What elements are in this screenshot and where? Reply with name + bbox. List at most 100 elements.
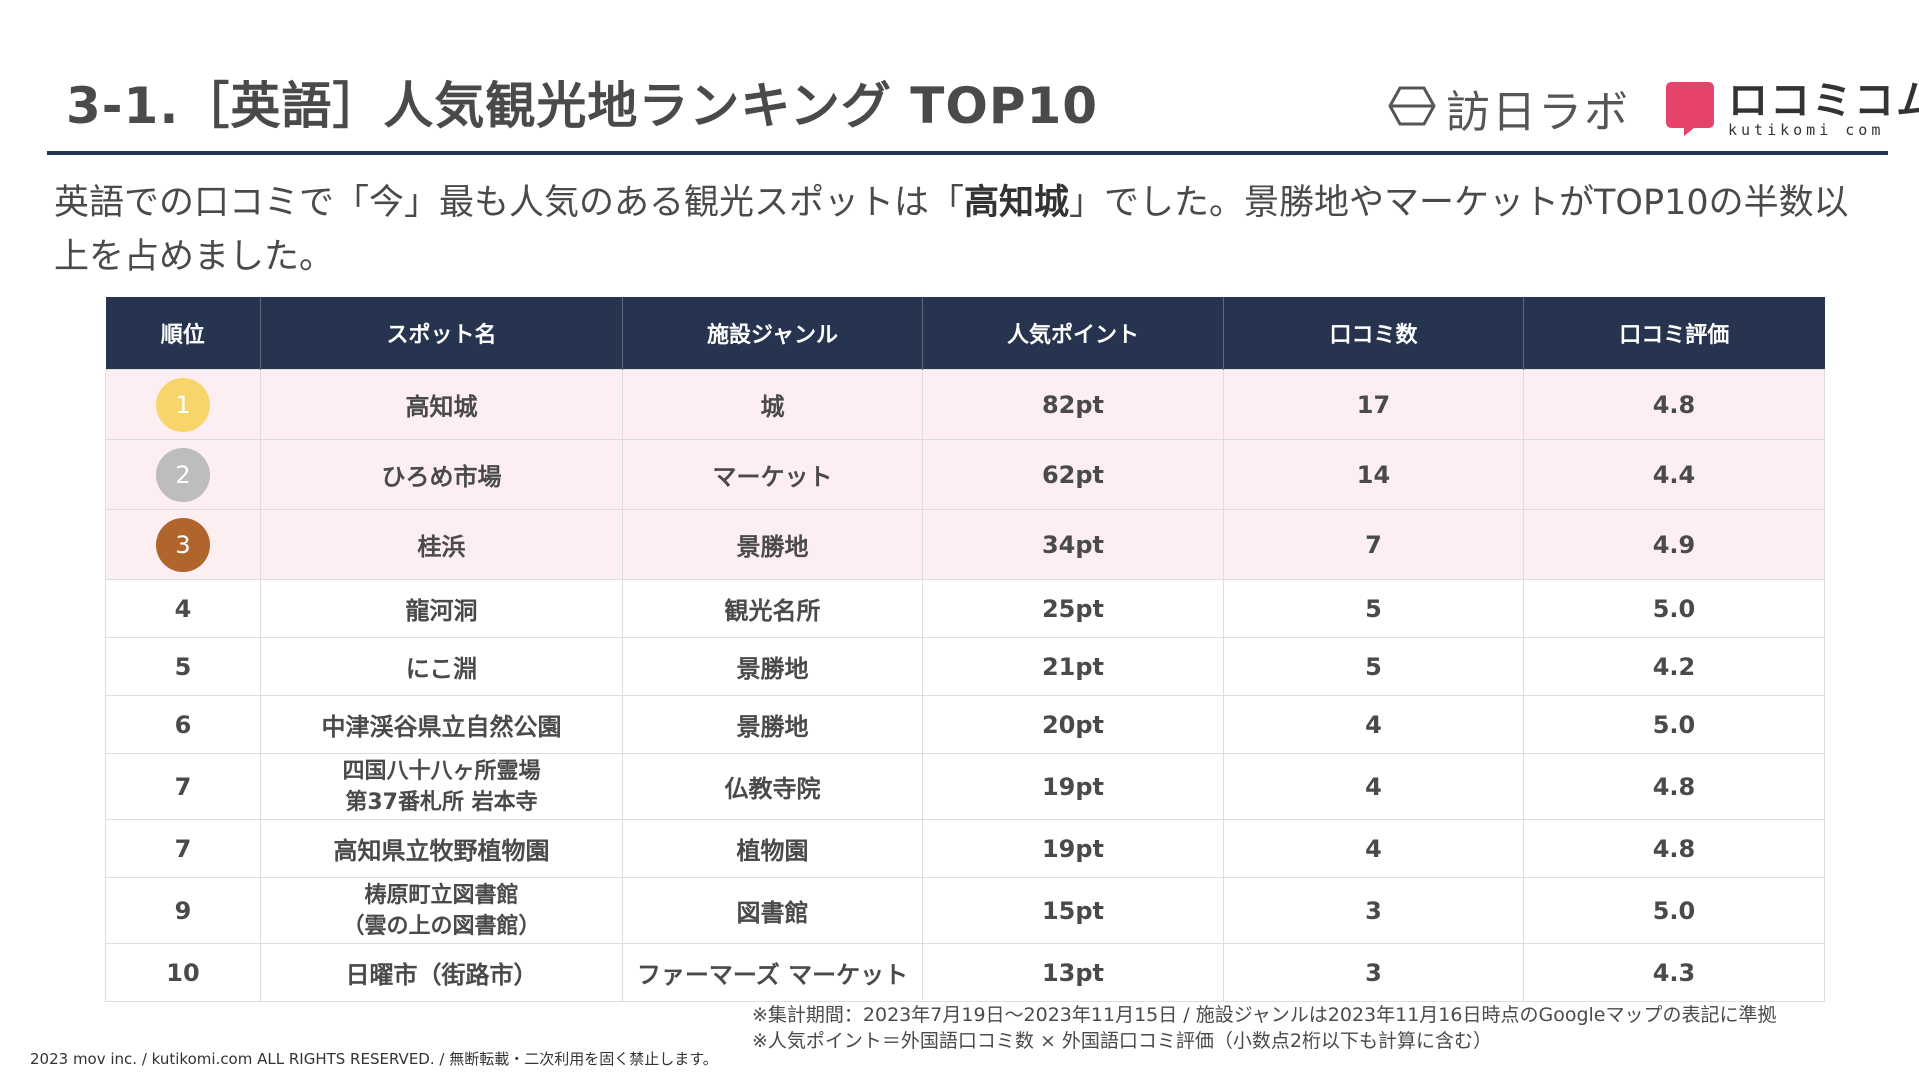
- kutikomi-logo-text: ロコミコム: [1728, 78, 1919, 124]
- spot-line: 第37番札所 岩本寺: [345, 789, 538, 815]
- kutikomi-logo[interactable]: ロコミコム kutikomi com: [1664, 80, 1919, 140]
- rank-cell: 5: [105, 637, 261, 696]
- spot-cell: 高知県立牧野植物園: [260, 819, 623, 878]
- table-row: 5 にこ淵 景勝地 21pt 5 4.2: [105, 637, 1825, 696]
- table-row: 9 梼原町立図書館 （雲の上の図書館） 図書館 15pt 3 5.0: [105, 877, 1825, 944]
- rating-cell: 4.2: [1523, 637, 1825, 696]
- table-row: 1 高知城 城 82pt 17 4.8: [105, 369, 1825, 440]
- reviews-cell: 5: [1223, 637, 1524, 696]
- spot-cell: 中津渓谷県立自然公園: [260, 695, 623, 754]
- table-row: 2 ひろめ市場 マーケット 62pt 14 4.4: [105, 439, 1825, 510]
- table-row: 10 日曜市（街路市） ファーマーズ マーケット 13pt 3 4.3: [105, 943, 1825, 1002]
- rating-cell: 5.0: [1523, 695, 1825, 754]
- table-row: 6 中津渓谷県立自然公園 景勝地 20pt 4 5.0: [105, 695, 1825, 754]
- footnote-points: ※人気ポイント＝外国語口コミ数 × 外国語口コミ評価（小数点2桁以下も計算に含む…: [752, 1030, 1493, 1052]
- genre-cell: 景勝地: [622, 695, 923, 754]
- header-genre: 施設ジャンル: [622, 297, 923, 370]
- rating-cell: 5.0: [1523, 877, 1825, 944]
- lead-text-start: 英語での口コミで「今」最も人気のある観光スポットは「: [54, 183, 965, 223]
- spot-line: （雲の上の図書館）: [342, 913, 541, 939]
- points-cell: 62pt: [922, 439, 1224, 510]
- header-spot: スポット名: [260, 297, 623, 370]
- rating-cell: 4.3: [1523, 943, 1825, 1002]
- table-row: 7 高知県立牧野植物園 植物園 19pt 4 4.8: [105, 819, 1825, 878]
- bronze-medal-icon: 3: [156, 517, 210, 572]
- lead-highlight: 高知城: [964, 183, 1070, 223]
- reviews-cell: 4: [1223, 753, 1524, 820]
- points-cell: 34pt: [922, 509, 1224, 580]
- table-header-row: 順位 スポット名 施設ジャンル 人気ポイント 口コミ数 口コミ評価: [105, 297, 1825, 370]
- genre-cell: 植物園: [622, 819, 923, 878]
- genre-cell: 図書館: [622, 877, 923, 944]
- rating-cell: 4.8: [1523, 369, 1825, 440]
- points-cell: 20pt: [922, 695, 1224, 754]
- header-rank: 順位: [105, 297, 261, 370]
- rank-cell: 3: [105, 509, 261, 580]
- spot-cell: にこ淵: [260, 637, 623, 696]
- reviews-cell: 17: [1223, 369, 1524, 440]
- reviews-cell: 3: [1223, 943, 1524, 1002]
- rating-cell: 5.0: [1523, 579, 1825, 638]
- spot-line: 梼原町立図書館: [364, 882, 519, 908]
- rank-cell: 6: [105, 695, 261, 754]
- rank-cell: 2: [105, 439, 261, 510]
- houjin-labo-logo[interactable]: 訪日ラボ: [1388, 82, 1630, 138]
- points-cell: 25pt: [922, 579, 1224, 638]
- genre-cell: 城: [622, 369, 923, 440]
- points-cell: 19pt: [922, 819, 1224, 878]
- reviews-cell: 4: [1223, 819, 1524, 878]
- rank-cell: 10: [105, 943, 261, 1002]
- spot-cell: 龍河洞: [260, 579, 623, 638]
- copyright-text: 2023 mov inc. / kutikomi.com ALL RIGHTS …: [30, 1050, 718, 1068]
- points-cell: 15pt: [922, 877, 1224, 944]
- kutikomi-logo-subtext: kutikomi com: [1728, 121, 1885, 139]
- reviews-cell: 4: [1223, 695, 1524, 754]
- rank-cell: 7: [105, 819, 261, 878]
- spot-cell: 高知城: [260, 369, 623, 440]
- spot-cell: 四国八十八ヶ所霊場 第37番札所 岩本寺: [260, 753, 623, 820]
- page-title: 3-1.［英語］人気観光地ランキング TOP10: [66, 77, 1099, 135]
- spot-cell: 桂浜: [260, 509, 623, 580]
- header-points: 人気ポイント: [922, 297, 1224, 370]
- genre-cell: 観光名所: [622, 579, 923, 638]
- header-rating: 口コミ評価: [1523, 297, 1825, 370]
- header-reviews: 口コミ数: [1223, 297, 1524, 370]
- title-divider: [47, 151, 1888, 155]
- reviews-cell: 3: [1223, 877, 1524, 944]
- rating-cell: 4.9: [1523, 509, 1825, 580]
- spot-cell: 梼原町立図書館 （雲の上の図書館）: [260, 877, 623, 944]
- spot-line: 四国八十八ヶ所霊場: [342, 758, 541, 784]
- genre-cell: 景勝地: [622, 637, 923, 696]
- lead-paragraph: 英語での口コミで「今」最も人気のある観光スポットは「高知城」でした。景勝地やマー…: [54, 176, 1874, 284]
- rank-cell: 4: [105, 579, 261, 638]
- points-cell: 19pt: [922, 753, 1224, 820]
- table-row: 3 桂浜 景勝地 34pt 7 4.9: [105, 509, 1825, 580]
- footnote-period: ※集計期間：2023年7月19日～2023年11月15日 / 施設ジャンルは20…: [752, 1004, 1777, 1026]
- rating-cell: 4.8: [1523, 753, 1825, 820]
- genre-cell: ファーマーズ マーケット: [622, 943, 923, 1002]
- gold-medal-icon: 1: [156, 377, 210, 432]
- ranking-table: 順位 スポット名 施設ジャンル 人気ポイント 口コミ数 口コミ評価 1 高知城 …: [105, 297, 1825, 1002]
- lead-text-end: 」でした。景勝地やマーケットがTOP10の半数以上を占めました。: [54, 183, 1849, 277]
- genre-cell: 仏教寺院: [622, 753, 923, 820]
- reviews-cell: 5: [1223, 579, 1524, 638]
- rating-cell: 4.8: [1523, 819, 1825, 878]
- footnotes: ※集計期間：2023年7月19日～2023年11月15日 / 施設ジャンルは20…: [752, 1002, 1777, 1054]
- rank-cell: 7: [105, 753, 261, 820]
- hexagon-logo-icon: [1388, 86, 1436, 130]
- points-cell: 13pt: [922, 943, 1224, 1002]
- points-cell: 82pt: [922, 369, 1224, 440]
- reviews-cell: 7: [1223, 509, 1524, 580]
- spot-cell: ひろめ市場: [260, 439, 623, 510]
- rank-cell: 1: [105, 369, 261, 440]
- speech-bubble-logo-icon: [1664, 80, 1716, 140]
- table-row: 7 四国八十八ヶ所霊場 第37番札所 岩本寺 仏教寺院 19pt 4 4.8: [105, 753, 1825, 820]
- spot-cell: 日曜市（街路市）: [260, 943, 623, 1002]
- genre-cell: 景勝地: [622, 509, 923, 580]
- houjin-labo-logo-text: 訪日ラボ: [1446, 87, 1630, 138]
- genre-cell: マーケット: [622, 439, 923, 510]
- table-row: 4 龍河洞 観光名所 25pt 5 5.0: [105, 579, 1825, 638]
- reviews-cell: 14: [1223, 439, 1524, 510]
- rank-cell: 9: [105, 877, 261, 944]
- points-cell: 21pt: [922, 637, 1224, 696]
